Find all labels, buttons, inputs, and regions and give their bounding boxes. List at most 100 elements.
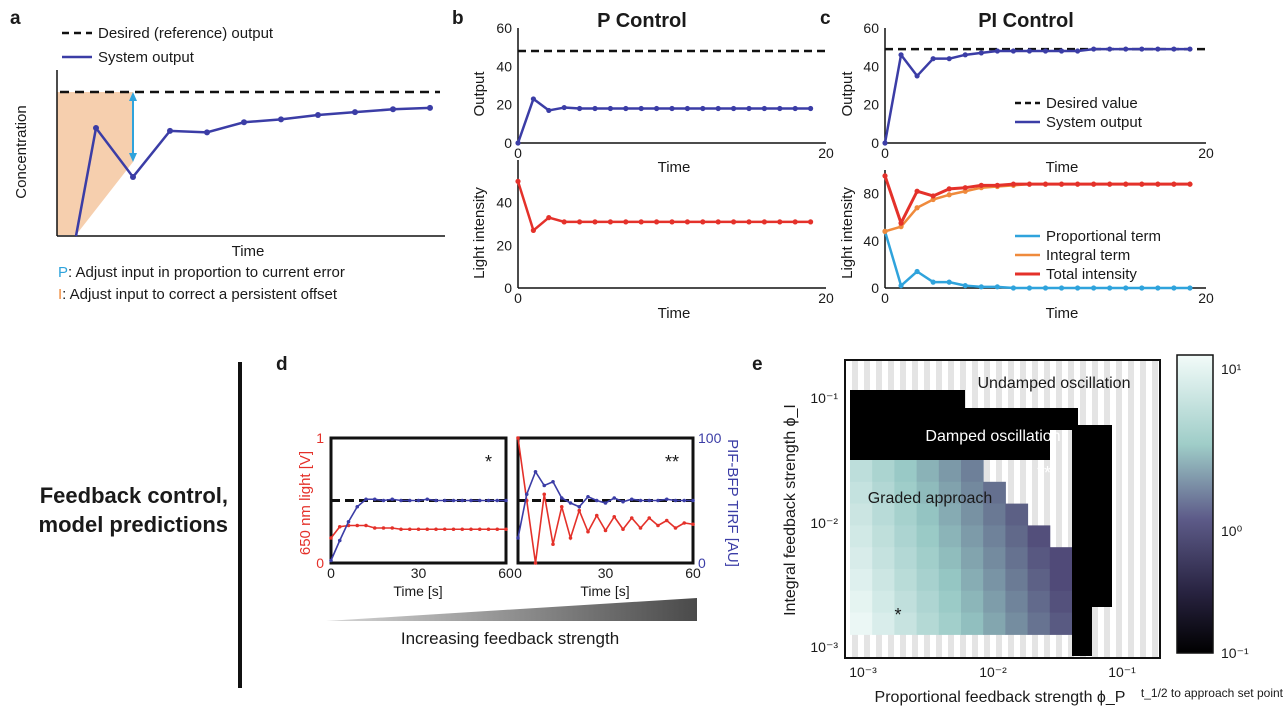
light-point-d-left	[364, 523, 368, 528]
heatmap-cell	[916, 460, 940, 483]
heatmap-cell	[1005, 525, 1029, 548]
light-point-d-right	[629, 516, 634, 520]
output-line-b-point	[684, 105, 691, 112]
tirf-point-d-left	[434, 498, 438, 503]
panel-label-b: b	[452, 8, 464, 29]
region-damped: Damped oscillation	[925, 428, 1060, 445]
system-output-point-a	[93, 125, 99, 131]
proportional-line-c-point	[914, 268, 920, 275]
heatmap-cell	[1005, 503, 1029, 526]
tirf-point-d-left	[416, 498, 421, 503]
tirf-point-d-right	[656, 498, 660, 503]
tirf-point-d-left	[425, 497, 430, 502]
proportional-line-c-point	[1026, 285, 1033, 291]
heatmap-cell	[916, 503, 940, 526]
heatmap-cell	[961, 590, 984, 614]
output-line-b-point	[792, 105, 798, 112]
light-line-b-point	[515, 178, 521, 184]
ytick-e-3: 10⁻³	[810, 639, 838, 655]
marker-double-star: **	[1037, 463, 1051, 483]
tirf-point-d-right	[691, 498, 695, 503]
light-point-d-left	[486, 527, 491, 532]
panel-b: b P Control 0 20 0 20 40 60 0 20 0 20 40 Output T…	[452, 8, 834, 322]
heatmap-cell	[872, 525, 895, 548]
output-line-c-point	[898, 52, 904, 58]
output-line-b-point	[669, 105, 675, 112]
output-line-b-point	[607, 105, 614, 112]
output-line-c-point	[1042, 48, 1049, 54]
heatmap-cell	[1027, 525, 1051, 548]
light-line-b-point	[808, 219, 814, 225]
output-line-b-point	[561, 104, 567, 111]
heatmap-cell	[894, 481, 918, 505]
xtick-c-top: 20	[1198, 145, 1214, 161]
total-line-c-point	[882, 173, 888, 179]
x-label-a: Time	[232, 243, 265, 260]
light-line-b-point	[638, 219, 644, 225]
x-label-e: Proportional feedback strength ϕ_P	[875, 689, 1126, 706]
ytick-d-tirf-0: 0	[698, 555, 706, 571]
light-line-b-point	[684, 219, 691, 225]
heatmap-cell	[938, 460, 962, 483]
heatmap-cell	[894, 460, 918, 483]
system-output-point-a	[315, 112, 321, 119]
light-line-b-point	[792, 219, 798, 225]
total-line-c-point	[1091, 181, 1097, 187]
colorbar-tick-bottom: 10⁻¹	[1221, 645, 1249, 661]
legend-desired-value: Desired value	[1046, 95, 1138, 112]
legend-proportional-term: Proportional term	[1046, 228, 1161, 245]
panel-label-c: c	[820, 8, 831, 29]
tirf-point-d-left	[337, 538, 342, 543]
ytick-b-top: 40	[496, 58, 512, 74]
total-line-c-point	[1010, 181, 1017, 187]
heatmap-cell	[961, 612, 984, 635]
heatmap-cell	[961, 503, 984, 526]
light-line-b-point	[623, 219, 629, 225]
light-line-b-point	[654, 219, 660, 225]
heatmap-cell	[872, 547, 895, 570]
gradient-caption: Increasing feedback strength	[401, 629, 619, 648]
integral-line-c-point	[946, 192, 952, 198]
heatmap-cell	[850, 503, 873, 526]
proportional-line-c-point	[1123, 285, 1129, 291]
light-line-b-point	[592, 219, 598, 225]
tirf-point-d-right	[594, 498, 599, 503]
ytick-b-top: 0	[504, 135, 512, 151]
light-point-d-left	[416, 527, 421, 532]
ytick-b-bottom: 20	[496, 237, 512, 253]
annotation-d-left: *	[485, 452, 492, 472]
title-pi-control: PI Control	[978, 10, 1074, 32]
light-line-b-point	[561, 219, 567, 225]
proportional-line-c-point	[1155, 285, 1161, 291]
output-line-b-point	[654, 105, 660, 112]
output-line-c-point	[1075, 48, 1081, 54]
output-line-c	[883, 47, 1190, 144]
tirf-point-d-left	[504, 498, 508, 503]
light-point-d-right	[656, 523, 660, 528]
xtick-c-bottom: 20	[1198, 290, 1214, 306]
heatmap-cells	[850, 460, 1073, 635]
title-p-control: P Control	[597, 10, 687, 32]
total-line-c-point	[1155, 181, 1161, 187]
heatmap-cell	[1027, 547, 1051, 570]
integral-line-c-point	[882, 228, 888, 234]
light-point-d-right	[516, 436, 520, 440]
colorbar	[1176, 354, 1214, 654]
output-line-b-point	[577, 105, 583, 112]
heatmap-cell	[850, 525, 873, 548]
x-label-b-top: Time	[658, 159, 691, 176]
system-output-point-a	[427, 104, 433, 111]
light-point-d-left	[390, 526, 395, 530]
ytick-e-2: 10⁻²	[810, 515, 838, 531]
system-output-point-a	[278, 116, 284, 123]
heatmap-cell	[1027, 612, 1051, 635]
heatmap-cell	[872, 460, 895, 483]
light-point-d-left	[329, 536, 333, 540]
heatmap-cell	[872, 612, 895, 635]
tirf-point-d-left	[451, 498, 456, 503]
x-label-c-top: Time	[1046, 159, 1079, 176]
light-line-b-point	[607, 219, 614, 225]
heatmap-cell	[850, 590, 873, 614]
